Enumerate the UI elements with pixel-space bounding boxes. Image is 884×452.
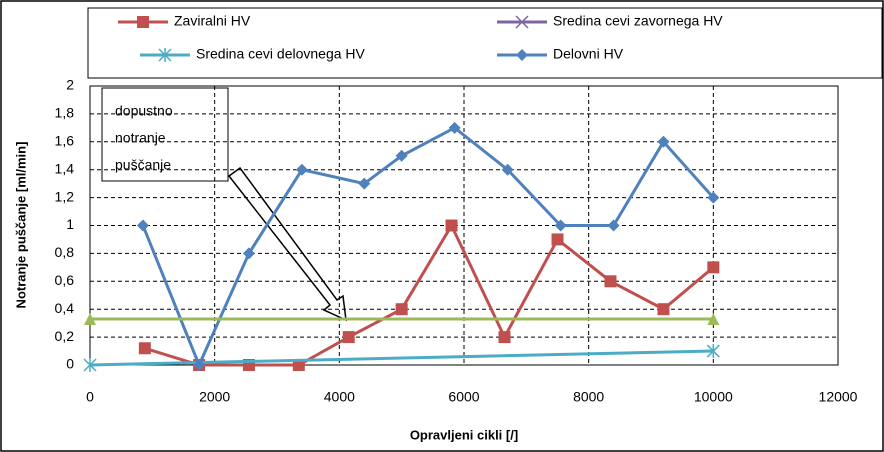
- marker: [551, 233, 564, 246]
- marker: [707, 261, 720, 274]
- marker: [707, 191, 720, 204]
- marker: [657, 135, 670, 148]
- marker: [707, 312, 720, 325]
- marker: [136, 219, 149, 232]
- x-tick-label: 0: [86, 389, 94, 405]
- y-tick-label: 1: [66, 216, 74, 232]
- marker: [448, 121, 461, 134]
- legend: [87, 7, 883, 79]
- marker: [83, 358, 97, 372]
- marker: [358, 177, 371, 190]
- y-tick-label: 1,6: [55, 133, 75, 149]
- y-tick-label: 0: [66, 356, 74, 372]
- annotation-text: dopustno: [115, 103, 173, 119]
- marker: [395, 303, 408, 316]
- series-line: [141, 126, 715, 369]
- annotation-text: notranje: [115, 130, 166, 146]
- marker: [138, 342, 151, 355]
- marker: [242, 247, 255, 260]
- x-axis-label: Opravljeni cikli [/]: [410, 427, 518, 442]
- y-tick-label: 1,2: [55, 188, 75, 204]
- marker: [604, 275, 617, 288]
- marker: [501, 163, 514, 176]
- y-tick-label: 1,8: [55, 105, 75, 121]
- marker: [342, 331, 355, 344]
- marker: [607, 219, 620, 232]
- marker: [158, 48, 172, 62]
- series-line: [89, 349, 714, 367]
- marker: [706, 344, 720, 359]
- series-line: [144, 222, 715, 367]
- x-tick-label: 4000: [324, 389, 355, 405]
- marker: [516, 49, 528, 61]
- annotation-arrow: [227, 166, 347, 322]
- x-tick-label: 6000: [448, 389, 479, 405]
- legend-label: Zaviralni HV: [174, 13, 251, 29]
- marker: [657, 303, 670, 316]
- marker: [395, 149, 408, 162]
- y-tick-label: 1,4: [55, 160, 75, 176]
- annotation-box: [101, 87, 229, 182]
- marker: [498, 331, 511, 344]
- legend-label: Delovni HV: [553, 46, 624, 62]
- plot-border: [89, 85, 839, 366]
- legend-label: Sredina cevi zavornega HV: [553, 13, 723, 29]
- y-axis-label: Notranje puščanje [ml/min]: [13, 142, 28, 309]
- marker: [295, 163, 308, 176]
- annotation-text: puščanje: [115, 157, 171, 173]
- y-tick-label: 0,8: [55, 244, 75, 260]
- marker: [137, 16, 149, 28]
- y-tick-label: 2: [66, 77, 74, 93]
- y-tick-label: 0,6: [55, 272, 75, 288]
- marker: [193, 359, 206, 371]
- marker: [292, 359, 305, 371]
- x-tick-label: 10000: [694, 389, 733, 405]
- marker: [515, 15, 529, 29]
- marker: [84, 312, 96, 325]
- marker: [554, 219, 567, 232]
- marker: [445, 219, 458, 232]
- x-tick-label: 2000: [199, 389, 230, 405]
- y-tick-label: 0,2: [55, 328, 75, 344]
- legend-label: Sredina cevi delovnega HV: [196, 46, 366, 62]
- x-tick-label: 12000: [819, 389, 858, 405]
- y-tick-label: 0,4: [55, 300, 75, 316]
- x-tick-label: 8000: [573, 389, 604, 405]
